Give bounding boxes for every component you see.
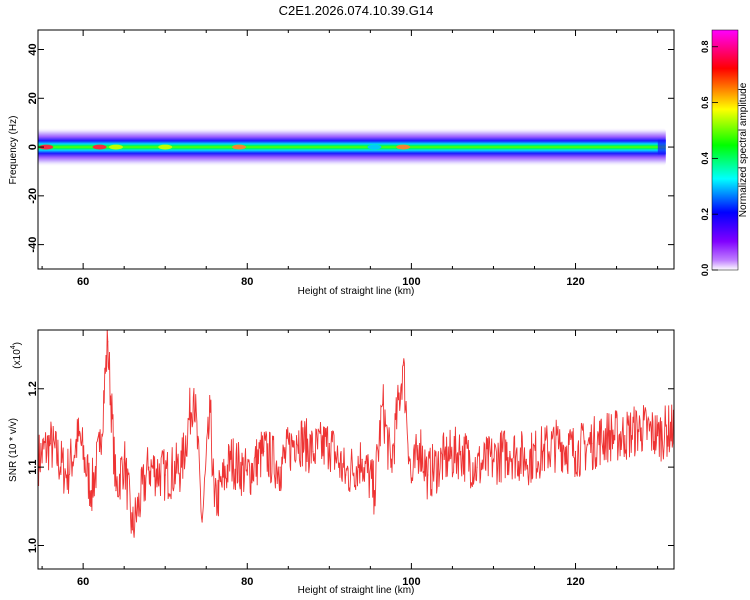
snr-data-point (49, 443, 51, 445)
snr-data-point (213, 505, 216, 507)
snr-data-point (90, 490, 92, 492)
colorbar-tick-label: 0.6 (700, 96, 710, 109)
snr-multiplier-label: (x104) (10, 342, 23, 369)
snr-data-point (460, 450, 462, 453)
snr-data-point (574, 450, 577, 453)
snr-data-point (402, 364, 404, 366)
colorbar-gradient (711, 29, 739, 271)
snr-multiplier: (x104) (10, 342, 23, 369)
y-tick-label: 1.2 (27, 381, 39, 396)
snr-data-point (66, 474, 68, 476)
snr-data-point (624, 435, 626, 437)
snr-data-point (123, 458, 125, 460)
spectral-hotspot (108, 144, 123, 150)
spectral-hotspot (232, 144, 247, 150)
snr-data-point (373, 490, 376, 492)
snr-data-point (525, 458, 527, 460)
snr-data-point (382, 403, 384, 406)
spectrogram-y-axis-label: Frequency (Hz) (8, 116, 19, 185)
snr-data-point (98, 450, 101, 453)
colorbar-tick-label: 0.0 (700, 264, 710, 277)
colorbar: 0.0 0.2 0.4 0.6 0.8 Normalized spectral ampl… (700, 29, 749, 276)
snr-data-point (230, 458, 232, 460)
spectrogram-panel: 60 80 100 120 -40 -20 0 20 40 Height of straigh… (8, 29, 675, 297)
x-tick-label: 100 (402, 276, 420, 288)
y-tick-label: -20 (27, 188, 39, 204)
colorbar-label: Normalized spectral amplitude (738, 82, 749, 217)
snr-data-point (427, 474, 429, 476)
x-tick-label: 80 (241, 276, 253, 288)
snr-x-ticks: 60 80 100 120 (41, 330, 659, 588)
snr-plot-area (38, 330, 674, 538)
snr-frame (37, 329, 675, 570)
x-tick-label: 100 (402, 576, 420, 588)
snr-data-point (107, 341, 109, 343)
x-tick-label: 120 (566, 276, 584, 288)
snr-data-point (115, 490, 117, 492)
band-end-cap (657, 139, 666, 155)
spectrogram-plot-area (38, 127, 666, 167)
snr-data-point (542, 450, 544, 453)
y-tick-label: 1.0 (27, 538, 39, 553)
spectrogram-y-ticks: -40 -20 0 20 40 (27, 43, 674, 253)
x-tick-label: 60 (77, 276, 89, 288)
spectral-hotspot (92, 144, 107, 150)
y-tick-label: 40 (27, 43, 39, 55)
x-tick-label: 80 (241, 576, 253, 588)
snr-data-point (345, 474, 347, 476)
snr-data-point (328, 443, 330, 445)
y-tick-label: 20 (27, 92, 39, 104)
snr-data-point (78, 435, 80, 437)
spectrogram-x-ticks: 60 80 100 120 (41, 30, 659, 288)
chart-title: C2E1.2026.074.10.39.G14 (279, 3, 434, 18)
snr-data-point (193, 388, 195, 390)
snr-data-point (209, 411, 211, 413)
y-tick-label: -40 (27, 237, 39, 253)
snr-data-point (492, 458, 495, 460)
snr-data-point (131, 529, 133, 531)
snr-data-point (640, 427, 642, 429)
snr-data-point (419, 443, 421, 445)
snr-data-point (263, 450, 265, 453)
snr-data-point (476, 466, 478, 468)
snr-y-axis-label: SNR (10 * v/v) (8, 418, 19, 482)
y-tick-label: 1.1 (27, 459, 39, 474)
snr-series-line (38, 330, 674, 538)
snr-data-point (607, 435, 609, 437)
snr-data-point (410, 482, 412, 484)
colorbar-tick-label: 0.4 (700, 152, 710, 165)
snr-data-point (246, 474, 248, 476)
snr-panel: 60 80 100 120 1.0 1.1 1.2 Height of straight … (8, 329, 675, 596)
spectral-hotspot (396, 144, 411, 150)
snr-data-point (279, 466, 281, 468)
snr-data-point (558, 443, 560, 445)
snr-data-point (201, 521, 203, 523)
x-tick-label: 60 (77, 576, 89, 588)
snr-y-ticks: 1.0 1.1 1.2 (27, 381, 674, 553)
spectral-hotspot (39, 144, 54, 150)
snr-data-point (312, 450, 314, 453)
snr-data-point (361, 458, 363, 460)
snr-data-point (295, 435, 298, 437)
colorbar-tick-label: 0.8 (700, 40, 710, 53)
y-tick-label: 0 (27, 144, 39, 150)
snr-data-point (509, 450, 511, 453)
snr-data-point (656, 435, 659, 437)
snr-data-point (390, 466, 392, 468)
snr-data-point (148, 466, 150, 468)
snr-data-point (181, 466, 183, 468)
snr-data-point (164, 474, 166, 476)
colorbar-tick-label: 0.2 (700, 208, 710, 221)
snr-data-point (443, 458, 445, 460)
colorbar-ticks: 0.0 0.2 0.4 0.6 0.8 (700, 40, 718, 276)
spectral-hotspot (367, 144, 382, 150)
spectral-band (38, 127, 666, 167)
spectral-hotspot (158, 144, 173, 150)
x-tick-label: 120 (566, 576, 584, 588)
snr-data-point (591, 443, 593, 445)
snr-x-axis-label: Height of straight line (km) (298, 585, 415, 596)
spectrogram-x-axis-label: Height of straight line (km) (298, 286, 415, 297)
spectrogram-frame (37, 29, 675, 270)
